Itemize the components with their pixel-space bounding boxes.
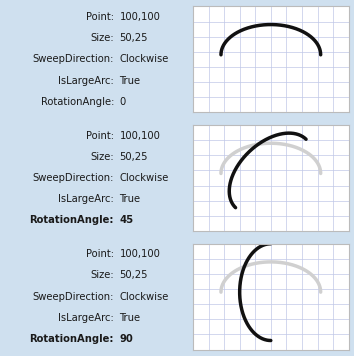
Text: 100,100: 100,100 [120, 131, 160, 141]
Text: 90: 90 [120, 334, 133, 344]
Text: RotationAngle:: RotationAngle: [41, 97, 114, 107]
Text: IsLargeArc:: IsLargeArc: [58, 75, 114, 85]
Text: IsLargeArc:: IsLargeArc: [58, 313, 114, 323]
Text: RotationAngle:: RotationAngle: [29, 334, 114, 344]
Text: Size:: Size: [90, 152, 114, 162]
Text: 50,25: 50,25 [120, 152, 148, 162]
Text: Clockwise: Clockwise [120, 173, 169, 183]
Text: Point:: Point: [86, 12, 114, 22]
Text: True: True [120, 194, 141, 204]
Text: 50,25: 50,25 [120, 33, 148, 43]
Text: 50,25: 50,25 [120, 271, 148, 281]
Text: SweepDirection:: SweepDirection: [33, 173, 114, 183]
Text: SweepDirection:: SweepDirection: [33, 292, 114, 302]
Text: 0: 0 [120, 97, 126, 107]
Text: Clockwise: Clockwise [120, 292, 169, 302]
Text: RotationAngle:: RotationAngle: [29, 215, 114, 225]
Text: 45: 45 [120, 215, 134, 225]
Text: Size:: Size: [90, 271, 114, 281]
Text: True: True [120, 313, 141, 323]
Text: Point:: Point: [86, 131, 114, 141]
Text: True: True [120, 75, 141, 85]
Text: IsLargeArc:: IsLargeArc: [58, 194, 114, 204]
Text: SweepDirection:: SweepDirection: [33, 54, 114, 64]
Text: Point:: Point: [86, 249, 114, 259]
Text: Size:: Size: [90, 33, 114, 43]
Text: 100,100: 100,100 [120, 12, 160, 22]
Text: Clockwise: Clockwise [120, 54, 169, 64]
Text: 100,100: 100,100 [120, 249, 160, 259]
